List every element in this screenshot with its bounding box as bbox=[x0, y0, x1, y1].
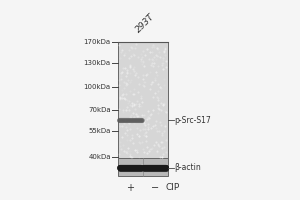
Bar bbox=[118, 158, 168, 176]
Text: +: + bbox=[126, 183, 134, 193]
Text: 293T: 293T bbox=[134, 12, 156, 34]
Text: 130kDa: 130kDa bbox=[84, 60, 111, 66]
Text: 100kDa: 100kDa bbox=[84, 84, 111, 90]
Bar bbox=[118, 42, 168, 158]
Text: 40kDa: 40kDa bbox=[88, 154, 111, 160]
Text: −: − bbox=[151, 183, 159, 193]
Text: 170kDa: 170kDa bbox=[84, 39, 111, 45]
Text: CIP: CIP bbox=[165, 183, 180, 192]
Text: 70kDa: 70kDa bbox=[88, 107, 111, 113]
Text: β-actin: β-actin bbox=[175, 163, 201, 172]
Text: 55kDa: 55kDa bbox=[88, 128, 111, 134]
Text: p-Src-S17: p-Src-S17 bbox=[175, 116, 212, 125]
